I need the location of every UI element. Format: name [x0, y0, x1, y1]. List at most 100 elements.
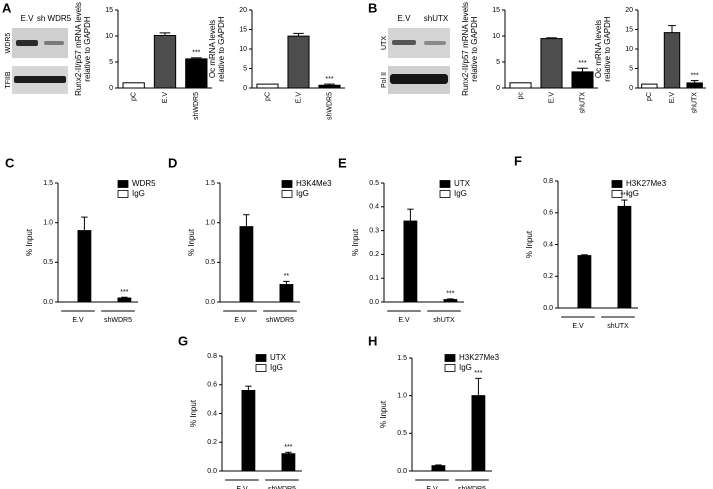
x-tick-label: shWDR5 — [193, 92, 200, 120]
y-axis-label: Oc mRNA levels — [594, 20, 603, 78]
bar — [641, 83, 658, 89]
legend-label: IgG — [626, 189, 639, 198]
y-axis-label: % Input — [525, 230, 534, 258]
y-tick-label: 1.0 — [43, 220, 53, 227]
y-tick-label: 0.8 — [207, 353, 217, 360]
bar — [281, 453, 296, 472]
panel-label: B — [368, 0, 377, 15]
bar — [509, 82, 532, 89]
y-axis-label: % Input — [351, 228, 360, 256]
panel-label: E — [338, 155, 347, 170]
y-tick-label: 0.2 — [543, 273, 553, 280]
blot-band — [392, 40, 416, 45]
significance-label: ** — [284, 273, 290, 280]
x-tick-label: shUTX — [607, 323, 629, 330]
bar — [431, 465, 446, 472]
blot-a — [12, 28, 68, 94]
legend-swatch — [611, 180, 623, 188]
y-tick-label: 10 — [492, 33, 500, 40]
legend-label: UTX — [454, 179, 471, 188]
y-axis-label: relative to GAPDH — [217, 16, 226, 82]
legend-label: H3K27Me3 — [459, 353, 500, 362]
y-tick-label: 1.5 — [205, 180, 215, 187]
lane-label: E.V — [398, 14, 412, 23]
y-tick-label: 0.4 — [543, 241, 553, 248]
legend-label: IgG — [132, 189, 145, 198]
y-tick-label: 5 — [243, 65, 247, 72]
legend-swatch — [439, 190, 451, 198]
x-tick-label: shWDR5 — [268, 486, 296, 489]
y-tick-label: 0.6 — [207, 382, 217, 389]
x-tick-label: E.V — [236, 486, 248, 489]
legend-swatch — [255, 354, 267, 362]
y-tick-label: 10 — [105, 33, 113, 40]
y-tick-label: 0.8 — [543, 178, 553, 185]
lane-label: sh WDR5 — [37, 14, 72, 23]
legend-swatch — [444, 354, 456, 362]
lane-label: shUTX — [424, 14, 449, 23]
x-tick-label: E.V — [548, 92, 555, 104]
bar — [403, 220, 418, 303]
significance-label: *** — [192, 50, 200, 57]
y-axis-label: % Input — [189, 399, 198, 427]
x-tick-label: pc — [517, 92, 524, 100]
legend-swatch — [439, 180, 451, 188]
y-tick-label: 0 — [629, 85, 633, 92]
y-tick-label: 5 — [496, 59, 500, 66]
y-tick-label: 0.2 — [207, 439, 217, 446]
y-tick-label: 0.0 — [369, 299, 379, 306]
panel-label: G — [178, 333, 188, 348]
bar — [279, 284, 294, 303]
y-tick-label: 0.6 — [543, 210, 553, 217]
y-axis-label: % Input — [187, 228, 196, 256]
y-tick-label: 10 — [239, 46, 247, 53]
y-tick-label: 0.1 — [369, 275, 379, 282]
bar — [239, 226, 254, 303]
x-tick-label: shWDR5 — [326, 92, 333, 120]
y-tick-label: 0.4 — [207, 410, 217, 417]
bar — [571, 71, 594, 89]
legend-swatch — [281, 190, 293, 198]
legend-label: UTX — [270, 353, 287, 362]
blot-band — [390, 74, 448, 84]
y-axis-label: relative to GAPDH — [603, 16, 612, 82]
x-tick-label: pC — [646, 92, 653, 101]
y-tick-label: 0.0 — [397, 468, 407, 475]
y-tick-label: 15 — [625, 26, 633, 33]
blot-band — [16, 40, 38, 46]
y-tick-label: 20 — [239, 7, 247, 14]
legend-label: WDR5 — [132, 179, 156, 188]
legend-swatch — [281, 180, 293, 188]
blot-b — [388, 28, 450, 94]
row-label: UTX — [381, 36, 388, 50]
panel-label: D — [168, 155, 177, 170]
x-tick-label: shWDR5 — [266, 317, 294, 324]
bar — [122, 82, 145, 89]
legend-swatch — [444, 364, 456, 372]
y-axis-label: % Input — [25, 228, 34, 256]
y-tick-label: 0.4 — [369, 204, 379, 211]
bar — [77, 230, 92, 303]
x-tick-label: shUTX — [692, 92, 699, 114]
blot-band — [44, 41, 64, 45]
y-tick-label: 1.5 — [43, 180, 53, 187]
bar — [686, 82, 703, 89]
bar — [241, 390, 256, 472]
x-tick-label: E.V — [426, 486, 438, 489]
y-tick-label: 1.5 — [397, 355, 407, 362]
y-axis-label: Runx2-II/p57 mRNA levels — [74, 2, 83, 96]
y-tick-label: 0.2 — [369, 251, 379, 258]
legend-label: IgG — [296, 189, 309, 198]
bar — [153, 34, 177, 89]
significance-label: *** — [446, 291, 454, 298]
legend-swatch — [255, 364, 267, 372]
y-tick-label: 20 — [625, 7, 633, 14]
panel-label: A — [2, 0, 12, 15]
panel-label: F — [514, 153, 522, 168]
y-tick-label: 5 — [109, 59, 113, 66]
bar — [443, 299, 458, 303]
legend-swatch — [117, 190, 129, 198]
legend-label: IgG — [459, 363, 472, 372]
x-tick-label: shUTX — [433, 317, 455, 324]
